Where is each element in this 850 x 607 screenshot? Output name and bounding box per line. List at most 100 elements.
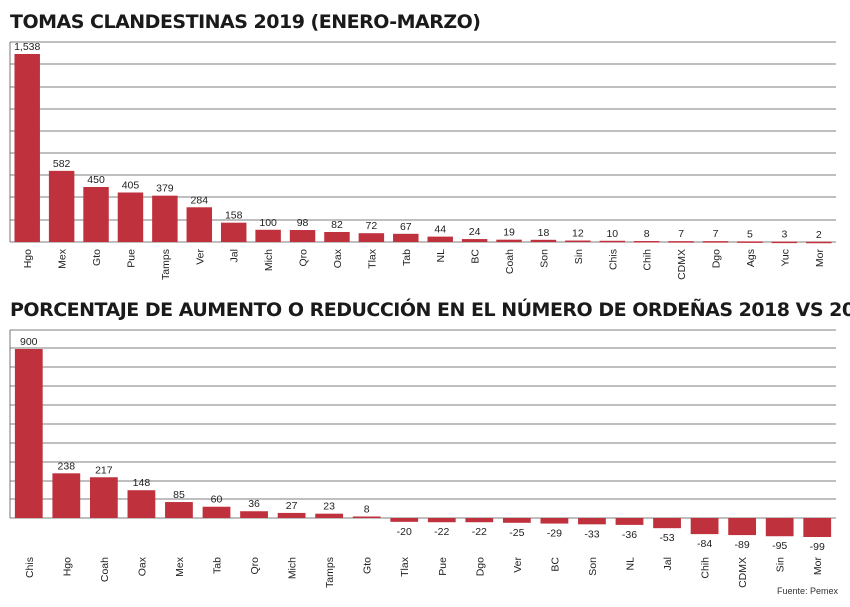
- chart-2-category-label: Tlax: [399, 556, 411, 577]
- chart-1-category-label: Dgo: [711, 249, 723, 268]
- chart-1-value-label: 450: [87, 174, 105, 186]
- chart-1-bar-son: [530, 239, 557, 242]
- chart-1-category-label: Ver: [194, 249, 206, 265]
- chart-2-category-label: Mich: [287, 557, 299, 579]
- chart-1-bar-sin: [565, 240, 591, 243]
- chart-1-value-label: 18: [538, 227, 550, 239]
- chart-2-category-label: Gto: [362, 557, 374, 574]
- chart-1-value-label: 582: [53, 158, 71, 170]
- chart-2-bar-tab: [202, 506, 231, 518]
- chart-2-bar-coah: [89, 477, 118, 518]
- chart-2-bar-ver: [502, 518, 531, 523]
- chart-2-value-label: 238: [58, 460, 76, 472]
- chart-2-category-label: Chih: [700, 557, 712, 579]
- chart-2-bar-oax: [127, 490, 156, 518]
- chart-2-category-label: Dgo: [474, 557, 486, 576]
- chart-2-bar-chih: [690, 518, 719, 535]
- chart-2-category-label: CDMX: [737, 557, 749, 588]
- chart-2-value-label: 36: [248, 498, 260, 510]
- chart-1-category-label: Yuc: [779, 249, 791, 267]
- chart-1-bar-qro: [289, 230, 316, 242]
- chart-2-bar-mex: [165, 502, 193, 518]
- chart-1-value-label: 8: [644, 228, 650, 240]
- chart-2-bar-hgo: [52, 473, 81, 518]
- chart-2-bar-chis: [14, 349, 43, 518]
- chart-1-bar-tlax: [358, 233, 385, 242]
- chart-1-category-label: Coah: [504, 249, 516, 274]
- chart-1-bar-pue: [117, 192, 144, 242]
- chart-2-category-label: Mex: [174, 556, 186, 577]
- source-note: Fuente: Pemex: [776, 586, 838, 596]
- chart-1-bar-bc: [461, 239, 488, 242]
- chart-2-category-label: Jal: [662, 557, 674, 570]
- chart-1-value-label: 379: [156, 183, 174, 195]
- chart-2-category-label: BC: [549, 557, 561, 572]
- chart-1-value-label: 72: [366, 220, 378, 232]
- chart-2-value-label: 900: [20, 336, 38, 348]
- chart-2-value-label: 217: [95, 464, 113, 476]
- chart-1-bar-gto: [83, 186, 109, 242]
- chart-2-category-label: Hgo: [61, 557, 73, 576]
- chart-1-category-label: Tamps: [160, 249, 172, 280]
- chart-2-value-label: -20: [397, 526, 412, 538]
- chart-1-value-label: 82: [331, 219, 343, 231]
- chart-2-value-label: 148: [133, 477, 151, 489]
- chart-2-bar-nl: [615, 518, 644, 525]
- chart-2-category-label: Sin: [775, 557, 787, 572]
- chart-1-bar-chis: [599, 240, 626, 243]
- chart-2-value-label: -36: [622, 529, 637, 541]
- chart-1-bar-dgo: [702, 241, 729, 243]
- chart-1-value-label: 158: [225, 210, 243, 222]
- chart-2-value-label: 60: [211, 494, 223, 506]
- chart-1-plot: 1,538Hgo582Mex450Gto405Pue379Tamps284Ver…: [9, 41, 836, 280]
- chart-2-category-label: Chis: [24, 557, 36, 578]
- chart-1-category-label: Hgo: [22, 249, 34, 268]
- chart-2-bar-pue: [427, 518, 456, 523]
- chart-2-value-label: 85: [173, 489, 185, 501]
- chart-1-category-label: Tlax: [366, 248, 378, 269]
- chart-1-category-label: Oax: [332, 248, 344, 268]
- chart-2-category-label: Son: [587, 557, 599, 576]
- chart-1-category-label: NL: [435, 249, 447, 263]
- chart-1-value-label: 98: [297, 217, 309, 229]
- chart-1-bar-coah: [496, 239, 522, 242]
- chart-1-value-label: 3: [781, 229, 787, 241]
- chart-1-category-label: Sin: [573, 249, 585, 264]
- chart-1-category-label: Son: [538, 249, 550, 268]
- chart-2-value-label: -89: [735, 539, 750, 551]
- chart-2-bar-qro: [240, 511, 268, 518]
- chart-1-category-label: BC: [470, 249, 482, 264]
- chart-2-category-label: Ver: [512, 557, 524, 573]
- chart-2-bar-jal: [653, 518, 681, 529]
- chart-2-category-label: Tamps: [324, 557, 336, 588]
- chart-1-value-label: 7: [713, 228, 719, 240]
- chart-1-value-label: 1,538: [14, 41, 40, 53]
- chart-2-category-label: Qro: [249, 557, 261, 575]
- chart-2-value-label: 23: [323, 501, 335, 513]
- chart-1-category-label: Mich: [263, 249, 275, 271]
- chart-1-value-label: 2: [816, 229, 822, 241]
- chart-2-category-label: Coah: [99, 557, 111, 582]
- chart-1-bar-mich: [255, 229, 281, 242]
- chart-2-value-label: -84: [697, 538, 712, 550]
- chart-2-bar-bc: [540, 518, 569, 524]
- chart-2-value-label: -25: [509, 527, 524, 539]
- chart-1-category-label: Mor: [814, 249, 826, 268]
- chart-1-category-label: Mex: [57, 248, 69, 269]
- chart-1-category-label: Chis: [607, 249, 619, 270]
- chart-1-bar-hgo: [14, 54, 40, 242]
- chart-1-value-label: 284: [191, 194, 209, 206]
- chart-2-category-label: Tab: [212, 557, 224, 574]
- chart-1-bar-mex: [48, 170, 75, 242]
- chart-1-value-label: 12: [572, 228, 584, 240]
- chart-1-bar-cdmx: [668, 241, 694, 243]
- chart-1-value-label: 5: [747, 228, 753, 240]
- chart-1-category-label: Pue: [125, 249, 137, 268]
- chart-2-bar-mor: [803, 518, 832, 537]
- chart-1-bar-yuc: [771, 241, 798, 244]
- chart-1-title: TOMAS CLANDESTINAS 2019 (ENERO-MARZO): [10, 11, 481, 33]
- chart-1-value-label: 44: [434, 224, 446, 236]
- chart-1-value-label: 67: [400, 221, 412, 233]
- chart-2-bar-mich: [277, 512, 306, 518]
